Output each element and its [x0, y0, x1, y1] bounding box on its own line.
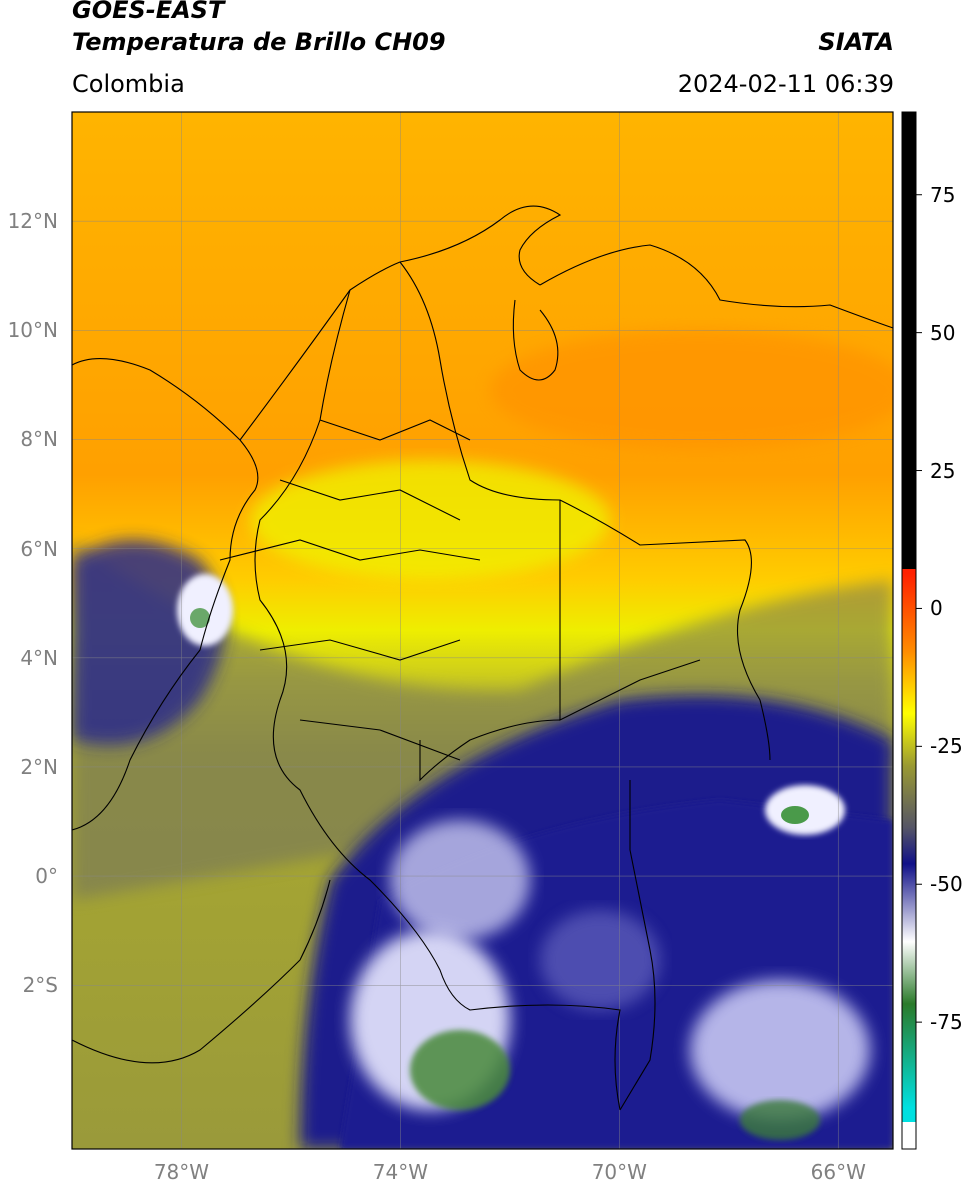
lon-tick-label: 74°W: [372, 1160, 429, 1184]
lon-tick-label: 70°W: [591, 1160, 647, 1184]
timestamp-label: 2024-02-11 06:39: [677, 70, 894, 98]
map-gridlines: [72, 112, 893, 1149]
colorbar-tick-label: 75: [930, 182, 956, 207]
colorbar-tick-label: -50: [930, 872, 963, 897]
plot-frame: [71, 111, 894, 1150]
imagery-layer: [72, 112, 893, 1149]
lat-tick-label: 0°: [35, 864, 58, 889]
lat-tick-label: 6°N: [20, 536, 58, 561]
lon-tick-label: 66°W: [810, 1160, 866, 1184]
lat-tick-label: 2°S: [22, 973, 58, 998]
colorbar-tick-label: -25: [930, 734, 963, 759]
lat-tick-label: 2°N: [20, 754, 58, 779]
lon-tick-label: 78°W: [153, 1160, 210, 1184]
lat-tick-label: 8°N: [20, 427, 58, 452]
colorbar-tick-label: 50: [930, 320, 956, 345]
region-label: Colombia: [72, 70, 185, 98]
colorbar-tick-label: 0: [930, 596, 943, 621]
borders-layer: [72, 205, 893, 1111]
lat-tick-label: 4°N: [20, 645, 58, 670]
colorbar: [901, 111, 922, 1150]
lat-tick-label: 12°N: [7, 209, 58, 234]
colorbar-tick-label: -75: [930, 1010, 963, 1035]
lat-tick-label: 10°N: [7, 318, 58, 343]
title-product: Temperatura de Brillo CH09: [72, 28, 446, 56]
agency-label: SIATA: [818, 28, 894, 56]
colorbar-tick-label: 25: [930, 458, 956, 483]
title-satellite: GOES-EAST: [72, 0, 225, 24]
